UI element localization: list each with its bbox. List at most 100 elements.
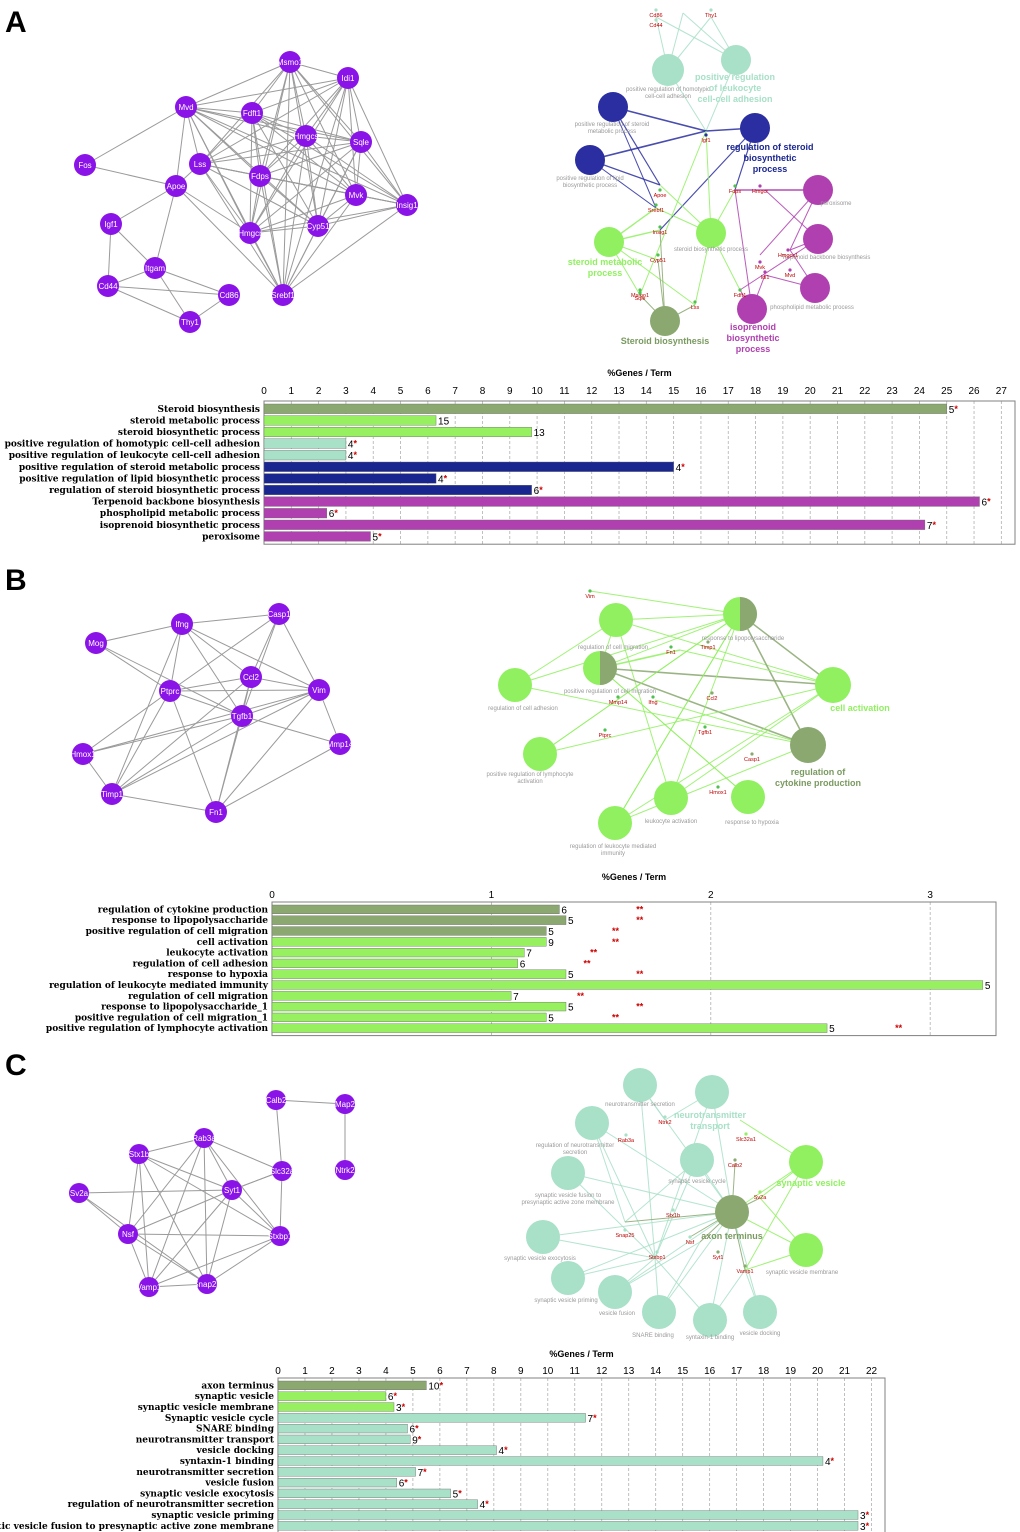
x-tick-label: 6 — [437, 1366, 443, 1377]
ppi-edge — [249, 204, 408, 234]
bar-count-label: 9 — [412, 1435, 418, 1446]
x-tick-label: 10 — [542, 1366, 554, 1377]
ppi-edge — [199, 112, 253, 165]
category-label: positive regulation of cell migration — [86, 927, 269, 937]
ppi-node-apoe — [165, 175, 187, 197]
ppi-node-label: Thy1 — [181, 318, 199, 327]
panel-letter-b: B — [5, 564, 27, 597]
ppi-node-label: Mvk — [349, 191, 365, 200]
term-node — [737, 294, 767, 324]
ppi-node-label: Sv2a — [70, 1189, 89, 1198]
x-tick-label: 18 — [758, 1366, 770, 1377]
hub-label: synaptic vesicle — [776, 1178, 845, 1188]
term-label: positive regulation of lymphocyte — [486, 772, 574, 778]
ppi-node-fdft1 — [241, 102, 263, 124]
ppi-edge — [259, 141, 362, 177]
bar-count-label: 4 — [825, 1457, 831, 1468]
ppi-edge — [251, 77, 349, 114]
bar-count-label: 6 — [534, 486, 540, 497]
ppi-node-label: Srebf1 — [271, 291, 295, 300]
ppi-edge — [275, 1099, 346, 1105]
ppi-node-label: Hmox1 — [70, 750, 96, 759]
bar — [271, 937, 547, 947]
hub-label: cell-cell adhesion — [697, 94, 772, 104]
gene-dot — [703, 725, 707, 729]
term-node — [575, 145, 605, 175]
ppi-edge — [203, 1137, 281, 1237]
ppi-edge — [317, 204, 408, 227]
gene-label: Calb2 — [728, 1163, 742, 1169]
network-edge — [614, 684, 834, 824]
bar-count-label: 6 — [329, 509, 335, 520]
ppi-edge — [138, 1153, 208, 1285]
network-edge — [514, 613, 741, 686]
bar-count-label: 3 — [396, 1403, 402, 1414]
ppi-edge — [169, 689, 320, 692]
x-tick-label: 19 — [777, 386, 789, 397]
term-label: synaptic vesicle exocytosis — [504, 1256, 576, 1262]
ppi-edge — [305, 135, 319, 227]
gene-label: Slc32a1 — [736, 1137, 756, 1143]
ppi-edge — [249, 194, 357, 234]
term-label: regulation of cell migration — [578, 645, 648, 651]
ppi-node-label: Rab3a — [192, 1134, 216, 1143]
ppi-edge — [251, 112, 319, 227]
bar — [271, 958, 518, 969]
ppi-edge — [282, 194, 357, 296]
network-edge — [711, 1091, 733, 1213]
ppi-edge — [148, 1137, 205, 1288]
network-edge — [639, 1084, 656, 1259]
bar — [277, 1467, 416, 1477]
ppi-network-b: Ifng Casp1 Mog Ccl2 Ptprc Vim Tgfb1 Hmox1 Mmp14 T… — [70, 603, 354, 823]
ppi-node-label: Nsf — [122, 1230, 135, 1239]
bar-count-label: 3 — [860, 1511, 866, 1522]
hub-label: process — [588, 268, 623, 278]
significance-marker: * — [394, 1391, 398, 1401]
gene-label: Fdft1 — [734, 293, 747, 299]
ppi-edge — [185, 106, 362, 143]
bar-count-label: 4 — [480, 1500, 486, 1511]
x-axis-title: %Genes / Term — [607, 368, 671, 378]
ppi-node-label: Vim — [312, 686, 326, 695]
ppi-edge — [199, 163, 251, 234]
term-node — [803, 224, 833, 254]
network-edge — [591, 1122, 656, 1259]
term-label: metabolic process — [588, 129, 636, 135]
hub-label: cytokine production — [775, 778, 861, 788]
term-label: regulation of cell adhesion — [488, 706, 558, 712]
significance-marker: * — [354, 450, 358, 460]
gene-dot — [616, 695, 620, 699]
x-tick-label: 9 — [518, 1366, 524, 1377]
bar-count-label: 7 — [513, 992, 519, 1003]
ppi-edge — [347, 77, 408, 206]
ppi-edge — [111, 793, 217, 813]
term-node — [790, 727, 826, 763]
bar — [263, 427, 532, 438]
gene-label: Tgfb1 — [698, 730, 712, 736]
ppi-node-mvd — [175, 96, 197, 118]
ppi-edge — [127, 1233, 208, 1285]
gene-label: Cd86 — [649, 13, 662, 19]
gene-label: Sv2a — [754, 1195, 767, 1201]
x-tick-label: 17 — [731, 1366, 743, 1377]
category-label: regulation of neurotransmitter secretion — [68, 1500, 275, 1510]
ppi-node-label: Ntrk2 — [335, 1166, 355, 1175]
ppi-node-label: Cyp51 — [306, 222, 330, 231]
x-tick-label: 11 — [570, 1366, 581, 1377]
x-tick-label: 3 — [356, 1366, 362, 1377]
ppi-node-label: Idi1 — [342, 74, 355, 83]
bar-count-label: 7 — [526, 949, 532, 960]
ppi-node-mmp14 — [329, 733, 351, 755]
term-node — [551, 1156, 585, 1190]
bar-count-label: 6 — [520, 959, 526, 970]
term-node — [598, 92, 628, 122]
hub-label: isoprenoid — [730, 322, 776, 332]
ppi-node-label: Insig1 — [396, 201, 418, 210]
category-label: synaptic vesicle fusion to presynaptic a… — [0, 1522, 274, 1532]
gene-dot — [663, 1115, 667, 1119]
bar — [277, 1488, 451, 1499]
network-edge — [599, 667, 809, 746]
ppi-edge — [169, 623, 183, 692]
bar — [277, 1402, 395, 1412]
gene-dot — [688, 1235, 692, 1239]
